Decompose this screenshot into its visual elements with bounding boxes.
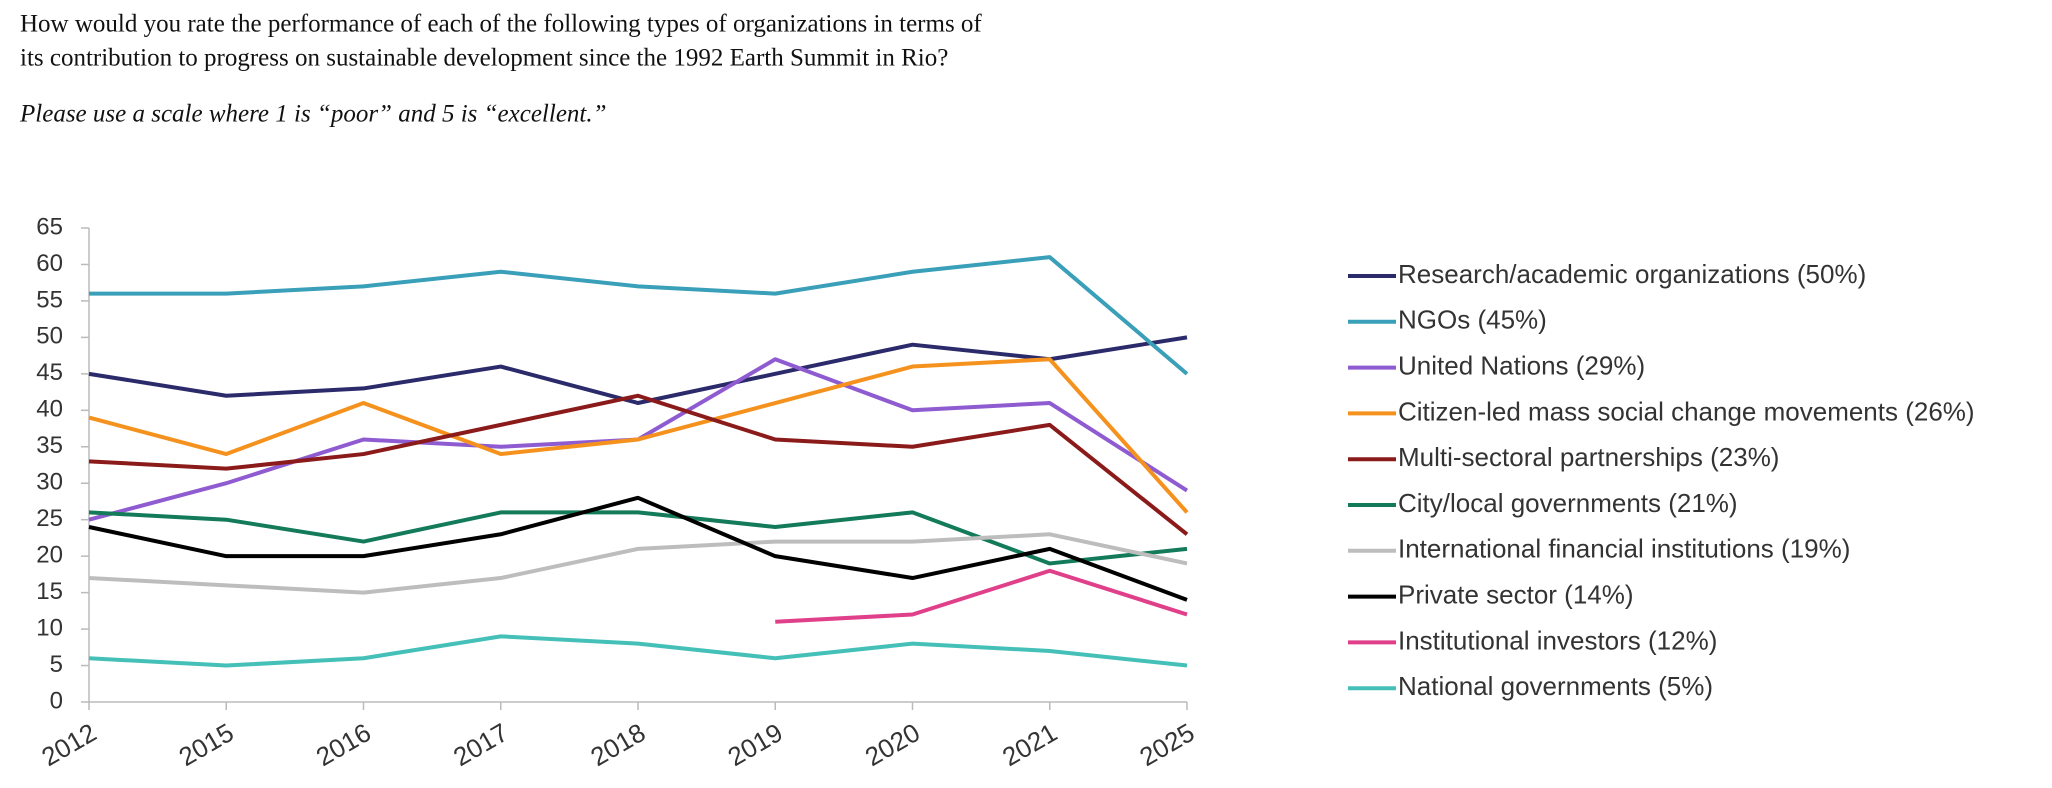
y-tick-label: 0: [50, 687, 63, 714]
legend-label: NGOs (45%): [1398, 305, 1547, 335]
legend-label: Multi-sectoral partnerships (23%): [1398, 442, 1779, 472]
y-tick-label: 5: [50, 651, 63, 678]
x-tick-label: 2017: [448, 717, 513, 772]
legend-label: United Nations (29%): [1398, 350, 1645, 380]
series-line: [88, 357, 1189, 514]
x-tick-label: 2025: [1134, 717, 1199, 772]
legend-label: Private sector (14%): [1398, 579, 1634, 609]
series-line: [88, 532, 1188, 595]
series-line: [88, 634, 1188, 668]
legend-label: Research/academic organizations (50%): [1398, 259, 1866, 289]
y-tick-label: 35: [36, 432, 63, 459]
series-line: [88, 393, 1189, 536]
y-tick-label: 50: [36, 323, 63, 350]
x-tick-label: 2019: [723, 717, 788, 772]
y-tick-label: 45: [36, 359, 63, 386]
x-tick-label: 2015: [174, 717, 239, 772]
y-tick-label: 10: [36, 614, 63, 641]
legend-label: City/local governments (21%): [1398, 488, 1738, 518]
y-tick-label: 60: [36, 250, 63, 277]
legend-label: Institutional investors (12%): [1398, 625, 1717, 655]
series-line: [89, 255, 1189, 376]
chart-title: How would you rate the performance of ea…: [20, 11, 982, 38]
x-tick-label: 2020: [860, 717, 925, 772]
series-line: [88, 510, 1188, 566]
legend-label: National governments (5%): [1398, 671, 1713, 701]
y-tick-label: 20: [36, 541, 63, 568]
y-tick-label: 55: [36, 286, 63, 313]
x-tick-label: 2012: [36, 717, 101, 772]
x-tick-label: 2016: [311, 717, 376, 772]
y-tick-label: 25: [36, 505, 63, 532]
legend-label: Citizen-led mass social change movements…: [1398, 396, 1975, 426]
y-tick-label: 65: [36, 213, 63, 240]
chart-subtitle: Please use a scale where 1 is “poor” and…: [19, 101, 607, 128]
series-line: [88, 495, 1188, 602]
y-tick-label: 15: [36, 578, 63, 605]
series-line: [88, 335, 1188, 406]
x-tick-label: 2021: [997, 717, 1062, 772]
series-line: [775, 568, 1188, 624]
x-tick-label: 2018: [585, 717, 650, 772]
y-tick-label: 40: [36, 396, 63, 423]
legend-label: International financial institutions (19…: [1398, 534, 1850, 564]
chart-title: its contribution to progress on sustaina…: [20, 45, 948, 72]
y-tick-label: 30: [36, 469, 63, 496]
